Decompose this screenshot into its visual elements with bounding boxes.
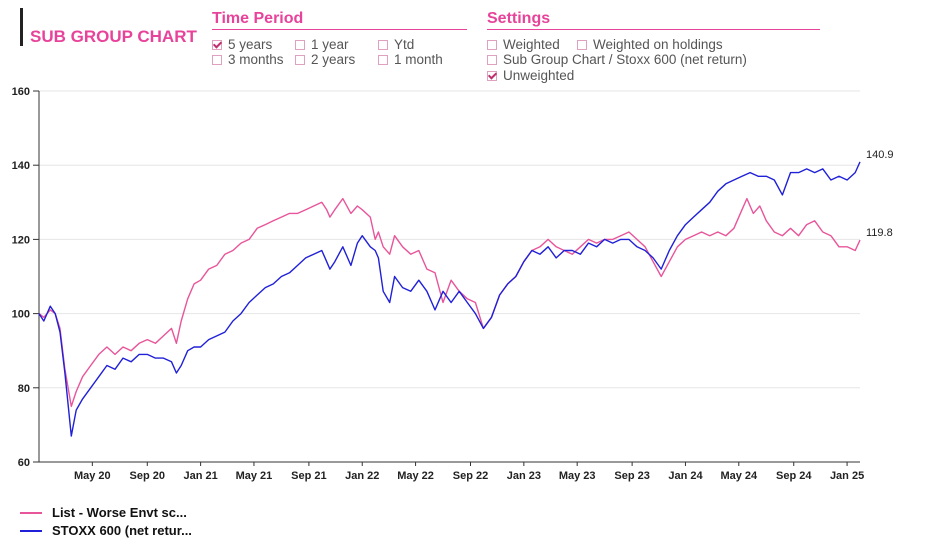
option-label: 1 month <box>394 52 443 67</box>
legend-item-list-worse-envt: List - Worse Envt sc... <box>20 505 187 520</box>
x-tick-label: Jan 25 <box>830 470 864 482</box>
legend-swatch <box>20 529 42 532</box>
option-label: Weighted on holdings <box>593 37 723 52</box>
option-label: 5 years <box>228 37 273 52</box>
x-tick-label: May 24 <box>720 470 758 482</box>
option-label: Weighted <box>503 37 560 52</box>
x-tick-label: Jan 24 <box>668 470 703 482</box>
x-tick-label: Sep 20 <box>130 470 165 482</box>
y-tick-label: 160 <box>12 86 30 98</box>
option-3-months[interactable]: 3 months <box>212 52 284 67</box>
x-tick-label: Jan 21 <box>183 470 217 482</box>
y-tick-label: 60 <box>18 457 30 469</box>
option-label: 1 year <box>311 37 349 52</box>
series-end-label: 119.8 <box>866 227 893 239</box>
x-tick-label: Sep 24 <box>776 470 812 482</box>
title-accent-bar <box>20 8 23 46</box>
option-label: 2 years <box>311 52 356 67</box>
x-tick-label: May 23 <box>559 470 596 482</box>
time-period-panel: Time Period <box>212 10 467 30</box>
option-label: Ytd <box>394 37 415 52</box>
checkbox-1-year[interactable] <box>295 39 305 50</box>
series-end-label: 140.9 <box>866 149 894 161</box>
checkbox-unweighted[interactable] <box>487 70 497 81</box>
checkbox-weighted[interactable] <box>487 39 497 50</box>
option-1-year[interactable]: 1 year <box>295 37 349 52</box>
option-label: 3 months <box>228 52 284 67</box>
option-unweighted[interactable]: Unweighted <box>487 68 574 83</box>
x-tick-label: Sep 22 <box>453 470 488 482</box>
legend-label: List - Worse Envt sc... <box>52 505 187 520</box>
checkbox-1-month[interactable] <box>378 54 388 65</box>
grid-lines <box>39 90 860 389</box>
option-weighted-on-holdings[interactable]: Weighted on holdings <box>577 37 723 52</box>
legend-item-stoxx-600: STOXX 600 (net retur... <box>20 523 192 538</box>
checkbox-sub-group-vs-stoxx[interactable] <box>487 54 497 65</box>
option-label: Sub Group Chart / Stoxx 600 (net return) <box>503 52 747 67</box>
series-line-0 <box>38 197 861 408</box>
x-tick-label: May 20 <box>74 470 111 482</box>
x-tick-label: Jan 22 <box>345 470 379 482</box>
checkbox-weighted-on-holdings[interactable] <box>577 39 587 50</box>
option-ytd[interactable]: Ytd <box>378 37 414 52</box>
option-sub-group-vs-stoxx[interactable]: Sub Group Chart / Stoxx 600 (net return) <box>487 52 747 67</box>
legend-swatch <box>20 511 42 514</box>
legend-label: STOXX 600 (net retur... <box>52 523 192 538</box>
option-label: Unweighted <box>503 68 575 83</box>
y-tick-label: 140 <box>12 160 30 172</box>
settings-heading: Settings <box>487 10 820 30</box>
checkbox-3-months[interactable] <box>212 54 222 65</box>
page-title: SUB GROUP CHART <box>30 27 197 46</box>
option-2-years[interactable]: 2 years <box>295 52 355 67</box>
checkbox-5-years[interactable] <box>212 39 222 50</box>
checkbox-ytd[interactable] <box>378 39 388 50</box>
settings-panel: Settings <box>487 10 820 30</box>
x-tick-label: May 22 <box>397 470 434 482</box>
series-line-1 <box>38 161 861 437</box>
y-tick-label: 80 <box>18 383 30 395</box>
x-axis-ticks: May 20 Sep 20 Jan 21 May 21 Sep 21 Jan 22 May … <box>74 462 864 482</box>
option-5-years[interactable]: 5 years <box>212 37 272 52</box>
end-labels: 119.8 140.9 <box>866 149 894 239</box>
series-lines <box>38 161 861 437</box>
checkbox-2-years[interactable] <box>295 54 305 65</box>
time-period-heading: Time Period <box>212 10 467 30</box>
y-tick-label: 100 <box>12 309 30 321</box>
y-axis-ticks: 60 80 100 120 140 160 <box>12 86 39 469</box>
option-weighted[interactable]: Weighted <box>487 37 560 52</box>
x-tick-label: Sep 21 <box>291 470 326 482</box>
x-tick-label: Sep 23 <box>614 470 649 482</box>
option-1-month[interactable]: 1 month <box>378 52 443 67</box>
x-tick-label: May 21 <box>236 470 273 482</box>
y-tick-label: 120 <box>12 234 30 246</box>
x-tick-label: Jan 23 <box>507 470 541 482</box>
